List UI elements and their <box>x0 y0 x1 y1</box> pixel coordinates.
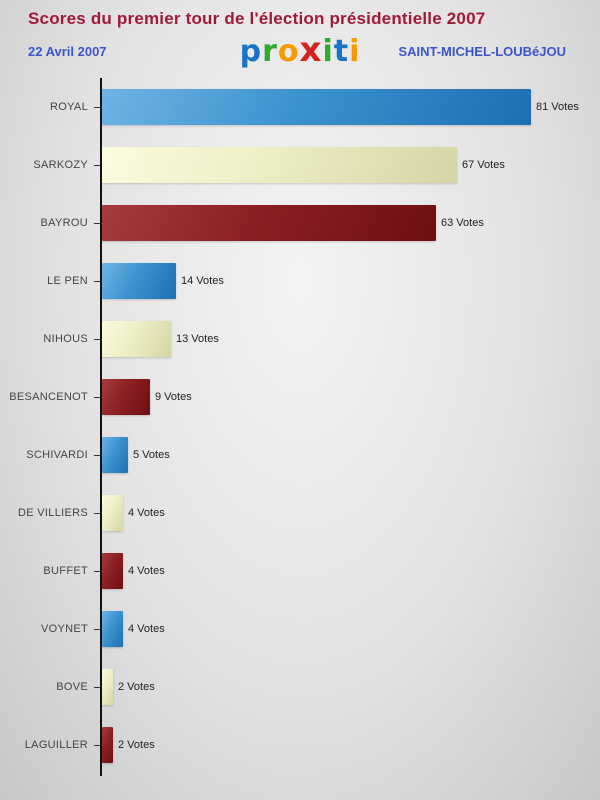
bar-row: NIHOUS 13 Votes <box>0 310 600 368</box>
value-label: 13 Votes <box>176 333 219 345</box>
bar <box>102 205 436 241</box>
value-label: 81 Votes <box>536 101 579 113</box>
category-label: LE PEN <box>47 275 88 287</box>
logo-letter: x <box>299 30 323 70</box>
logo-letter: o <box>277 34 300 69</box>
bar <box>102 495 123 531</box>
value-label: 4 Votes <box>128 623 165 635</box>
category-label: BUFFET <box>43 565 88 577</box>
axis-tick <box>94 396 100 398</box>
bar <box>102 147 457 183</box>
axis-tick <box>94 570 100 572</box>
value-label: 2 Votes <box>118 681 155 693</box>
bar <box>102 669 113 705</box>
bar-row: VOYNET 4 Votes <box>0 600 600 658</box>
axis-tick <box>94 454 100 456</box>
category-label: BAYROU <box>40 217 88 229</box>
category-label: DE VILLIERS <box>18 507 88 519</box>
axis-tick <box>94 686 100 688</box>
value-label: 4 Votes <box>128 507 165 519</box>
category-label: LAGUILLER <box>24 739 88 751</box>
axis-tick <box>94 512 100 514</box>
bar <box>102 89 531 125</box>
logo-letter: i <box>349 34 361 69</box>
axis-tick <box>94 280 100 282</box>
category-label: BESANCENOT <box>9 391 88 403</box>
axis-tick <box>94 222 100 224</box>
bar-row: BUFFET 4 Votes <box>0 542 600 600</box>
category-label: SCHIVARDI <box>26 449 88 461</box>
logo-letter: i <box>322 34 334 69</box>
y-axis-line <box>100 78 102 776</box>
bar-row: LAGUILLER 2 Votes <box>0 716 600 774</box>
bar-row: SCHIVARDI 5 Votes <box>0 426 600 484</box>
bar <box>102 553 123 589</box>
value-label: 4 Votes <box>128 565 165 577</box>
bar <box>102 379 150 415</box>
bar-chart: ROYAL 81 Votes SARKOZY 67 Votes BAYROU 63 Vot… <box>0 78 600 774</box>
category-label: NIHOUS <box>43 333 88 345</box>
header: Scores du premier tour de l'élection pré… <box>0 0 600 76</box>
bar <box>102 437 128 473</box>
value-label: 2 Votes <box>118 739 155 751</box>
bar-row: SARKOZY 67 Votes <box>0 136 600 194</box>
page-title: Scores du premier tour de l'élection pré… <box>28 9 486 28</box>
bar-row: BESANCENOT 9 Votes <box>0 368 600 426</box>
logo-letter: p <box>239 34 263 69</box>
category-label: SARKOZY <box>33 159 88 171</box>
bar-row: LE PEN 14 Votes <box>0 252 600 310</box>
axis-tick <box>94 338 100 340</box>
bar-row: BAYROU 63 Votes <box>0 194 600 252</box>
bar-row: ROYAL 81 Votes <box>0 78 600 136</box>
category-label: ROYAL <box>50 101 88 113</box>
bar <box>102 611 123 647</box>
location-label: SAINT-MICHEL-LOUBéJOU <box>398 44 566 59</box>
bar <box>102 321 171 357</box>
bar-row: BOVE 2 Votes <box>0 658 600 716</box>
axis-tick <box>94 106 100 108</box>
bar <box>102 727 113 763</box>
value-label: 63 Votes <box>441 217 484 229</box>
value-label: 67 Votes <box>462 159 505 171</box>
bar <box>102 263 176 299</box>
axis-tick <box>94 628 100 630</box>
category-label: BOVE <box>56 681 88 693</box>
logo-letter: t <box>333 34 350 69</box>
value-label: 5 Votes <box>133 449 170 461</box>
logo-letter: r <box>262 34 278 69</box>
axis-tick <box>94 744 100 746</box>
value-label: 14 Votes <box>181 275 224 287</box>
axis-tick <box>94 164 100 166</box>
value-label: 9 Votes <box>155 391 192 403</box>
proxiti-logo[interactable]: proxiti <box>240 30 361 70</box>
bar-row: DE VILLIERS 4 Votes <box>0 484 600 542</box>
date-label: 22 Avril 2007 <box>28 44 107 59</box>
category-label: VOYNET <box>40 623 88 635</box>
